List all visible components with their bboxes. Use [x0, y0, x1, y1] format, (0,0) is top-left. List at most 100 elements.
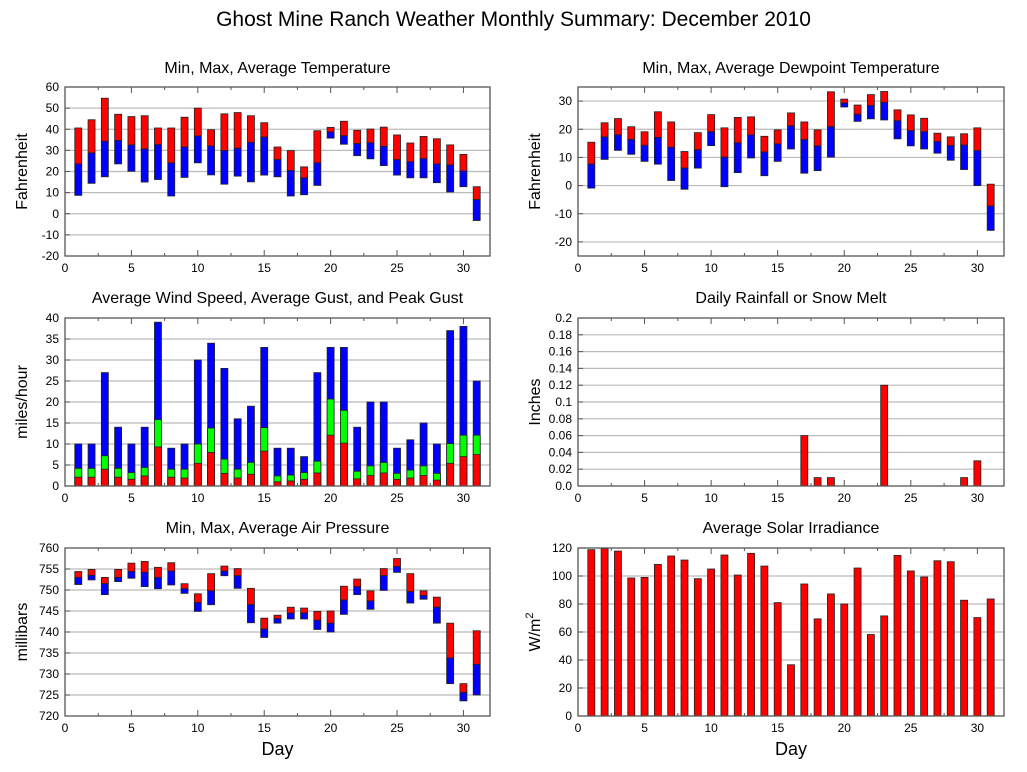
bar	[906, 570, 915, 717]
bar-max-segment	[986, 183, 995, 207]
bar-min-segment	[866, 105, 875, 120]
bar-min-segment	[260, 628, 269, 638]
bar-average-wind-speed	[180, 477, 189, 487]
x-tick-label: 25	[390, 491, 404, 505]
main-title: Ghost Mine Ranch Weather Monthly Summary…	[216, 8, 811, 31]
bar-average-wind-speed	[446, 462, 455, 487]
bar-average-wind-speed	[406, 477, 415, 487]
y-tick-label: 0.18	[549, 328, 573, 342]
panel-pressure: 720 725 730 735 740 745 750 755 760 0 5 10 15 20 25 30 M…	[14, 520, 491, 759]
bar-max-segment	[406, 573, 415, 593]
x-tick-label: 30	[457, 491, 471, 505]
x-tick-label: 15	[258, 491, 272, 505]
bar-max-segment	[853, 104, 862, 115]
bar-min-segment	[419, 158, 428, 179]
bar-min-segment	[220, 150, 229, 185]
bar-max-segment	[419, 590, 428, 596]
bar-max-segment	[760, 135, 769, 153]
bar	[733, 574, 742, 717]
bar-max-segment	[600, 122, 609, 138]
bar-min-segment	[167, 162, 176, 197]
bar	[853, 567, 862, 717]
y-axis-label: Inches	[527, 378, 544, 425]
bar-max-segment	[154, 127, 162, 146]
bar-min-segment	[180, 588, 189, 594]
bar	[773, 602, 782, 717]
x-tick-label: 25	[904, 491, 918, 505]
bar-average-wind-speed	[140, 475, 149, 487]
plot-frame	[64, 547, 491, 717]
bar-max-segment	[180, 583, 189, 590]
bar-max-segment	[313, 130, 322, 164]
x-tick-label: 0	[62, 261, 69, 275]
bar-min-segment	[933, 141, 942, 154]
x-tick-label: 15	[258, 721, 272, 735]
bar-min-segment	[853, 113, 862, 122]
x-tick-label: 25	[904, 721, 918, 735]
x-tick-label: 10	[191, 491, 205, 505]
bar	[787, 664, 795, 717]
x-tick-label: 25	[904, 261, 918, 275]
bar-max-segment	[207, 129, 215, 147]
bar-max-segment	[167, 127, 176, 164]
bar-max-segment	[653, 111, 662, 138]
x-tick-label: 20	[324, 491, 338, 505]
bar-average-wind-speed	[220, 472, 229, 487]
bar-min-segment	[207, 145, 215, 176]
panel-rainfall: 0.0 0.02 0.04 0.06 0.08 0.1 0.12 0.14 0.16 0.18 0.…	[527, 290, 1005, 505]
bar-min-segment	[167, 570, 176, 586]
x-tick-label: 15	[771, 261, 785, 275]
bar-min-segment	[220, 570, 229, 577]
bar-min-segment	[193, 135, 202, 164]
x-tick-label: 20	[324, 261, 338, 275]
y-tick-label: 730	[39, 667, 59, 681]
x-tick-label: 20	[324, 721, 338, 735]
bar	[960, 477, 968, 487]
bar-min-segment	[986, 205, 995, 231]
y-tick-label: 120	[552, 541, 572, 555]
bar-max-segment	[167, 562, 176, 572]
bar-max-segment	[180, 116, 189, 148]
bar-min-segment	[459, 170, 468, 188]
x-tick-label: 5	[128, 491, 135, 505]
y-tick-label: -10	[555, 207, 573, 221]
x-axis-label: Day	[775, 739, 807, 759]
bar-max-segment	[813, 129, 822, 147]
bar-max-segment	[140, 115, 149, 150]
bar-max-segment	[260, 122, 269, 138]
bar-max-segment	[247, 115, 255, 143]
panel-title: Average Wind Speed, Average Gust, and Pe…	[92, 290, 464, 307]
bar-average-wind-speed	[326, 434, 335, 487]
bar-max-segment	[893, 109, 902, 122]
x-tick-label: 0	[62, 491, 69, 505]
bar-max-segment	[459, 153, 468, 172]
bar-max-segment	[720, 127, 729, 158]
bar-min-segment	[140, 148, 149, 183]
bar	[627, 577, 636, 717]
bar-min-segment	[800, 139, 809, 174]
bar-min-segment	[353, 143, 362, 157]
y-tick-label: 725	[39, 688, 59, 702]
y-tick-label: 15	[46, 416, 60, 430]
panel-solar: 0 20 40 60 80 100 120 0 5 10 15 20 25 30 Average Solar…	[524, 520, 1005, 759]
bar-average-wind-speed	[74, 476, 83, 487]
bar	[720, 554, 729, 717]
bar	[747, 552, 755, 717]
y-tick-label: 760	[39, 541, 59, 555]
bar-max-segment	[920, 117, 929, 133]
y-tick-label: 0	[52, 207, 59, 221]
y-axis-label-superscript: 2	[524, 613, 536, 619]
bar-max-segment	[353, 129, 362, 145]
bar	[800, 435, 809, 487]
x-tick-label: 5	[641, 721, 648, 735]
bar-min-segment	[627, 138, 636, 155]
bar-min-segment	[207, 590, 215, 606]
bar-max-segment	[906, 114, 915, 132]
x-tick-label: 20	[838, 261, 852, 275]
bar-average-wind-speed	[193, 462, 202, 487]
bar	[827, 477, 835, 487]
bar-max-segment	[87, 119, 96, 154]
bar-max-segment	[140, 561, 149, 573]
y-tick-label: -10	[42, 228, 60, 242]
bar	[707, 568, 716, 717]
